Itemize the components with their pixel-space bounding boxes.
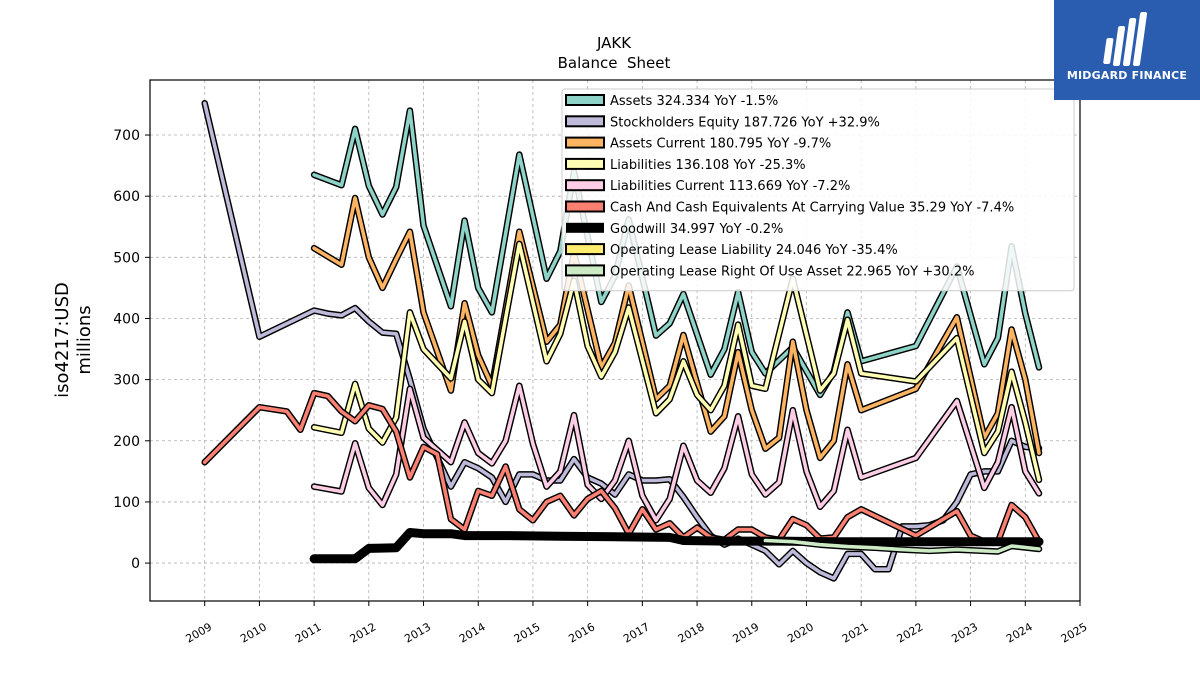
- brand-name: MIDGARD FINANCE: [1054, 69, 1200, 82]
- legend-label-operating-lease-liability: Operating Lease Liability 24.046 YoY -35…: [610, 243, 898, 258]
- x-tick-label: 2017: [621, 620, 652, 645]
- legend-swatch-operating-lease-right-of-use-asset: [566, 265, 604, 275]
- x-tick-label: 2009: [183, 620, 214, 645]
- legend-label-stockholders-equity: Stockholders Equity 187.726 YoY +32.9%: [610, 115, 880, 130]
- x-tick-label: 2012: [348, 620, 379, 645]
- y-tick-label: 500: [113, 250, 140, 266]
- legend-swatch-operating-lease-liability: [566, 244, 604, 254]
- legend-label-assets-current: Assets Current 180.795 YoY -9.7%: [610, 137, 831, 152]
- y-axis-label-line2: millions: [74, 305, 95, 374]
- x-tick-label: 2024: [1004, 620, 1035, 645]
- legend-swatch-stockholders-equity: [566, 116, 604, 126]
- x-tick-label: 2015: [512, 620, 543, 645]
- series-outline-goodwill: [314, 533, 1039, 559]
- legend-swatch-goodwill: [566, 223, 604, 233]
- legend-swatch-assets-current: [566, 138, 604, 148]
- y-tick-label: 0: [131, 556, 140, 572]
- y-tick-label: 700: [113, 128, 140, 144]
- y-axis-label-line1: iso4217:USD: [52, 282, 73, 398]
- x-tick-label: 2021: [840, 620, 871, 645]
- legend-label-liabilities: Liabilities 136.108 YoY -25.3%: [610, 158, 806, 173]
- y-tick-label: 200: [113, 434, 140, 450]
- legend-swatch-liabilities: [566, 159, 604, 169]
- x-tick-label: 2022: [895, 620, 926, 645]
- legend-label-cash-and-cash-equivalents-at-carrying-value: Cash And Cash Equivalents At Carrying Va…: [610, 201, 1014, 216]
- chart-subtitle: Balance Sheet: [558, 54, 671, 72]
- legend-swatch-cash-and-cash-equivalents-at-carrying-value: [566, 202, 604, 212]
- x-tick-label: 2025: [1059, 620, 1090, 645]
- x-axis: 2009 2010 2011 2012 2013 2014 2015 2016 2017 2018…: [183, 601, 1089, 646]
- x-tick-label: 2020: [785, 620, 816, 645]
- x-tick-label: 2013: [402, 620, 433, 645]
- x-tick-label: 2019: [731, 620, 762, 645]
- x-tick-label: 2018: [676, 620, 707, 645]
- x-tick-label: 2016: [566, 620, 597, 645]
- legend-label-goodwill: Goodwill 34.997 YoY -0.2%: [610, 222, 783, 237]
- legend-label-assets: Assets 324.334 YoY -1.5%: [610, 94, 778, 109]
- legend-label-operating-lease-right-of-use-asset: Operating Lease Right Of Use Asset 22.96…: [610, 264, 974, 279]
- x-tick-label: 2011: [293, 620, 324, 645]
- brand-logo: MIDGARD FINANCE: [1054, 0, 1200, 100]
- brand-mark-icon: [1054, 0, 1200, 100]
- y-tick-label: 400: [113, 311, 140, 327]
- y-tick-label: 100: [113, 495, 140, 511]
- y-tick-label: 300: [113, 373, 140, 389]
- chart-title: JAKK: [596, 34, 632, 52]
- balance-sheet-chart: JAKK Balance Sheet 2009 2010 2011 2012 2013 2…: [0, 0, 1200, 675]
- y-axis: 0 100 200 300 400 500 600 700: [113, 128, 150, 572]
- x-tick-label: 2023: [949, 620, 980, 645]
- y-tick-label: 600: [113, 189, 140, 205]
- legend-swatch-liabilities-current: [566, 180, 604, 190]
- chart-legend: Assets 324.334 YoY -1.5% Stockholders Equ…: [562, 89, 1074, 291]
- x-tick-label: 2014: [457, 620, 488, 645]
- legend-label-liabilities-current: Liabilities Current 113.669 YoY -7.2%: [610, 179, 850, 194]
- legend-swatch-assets: [566, 95, 604, 105]
- x-tick-label: 2010: [238, 620, 269, 645]
